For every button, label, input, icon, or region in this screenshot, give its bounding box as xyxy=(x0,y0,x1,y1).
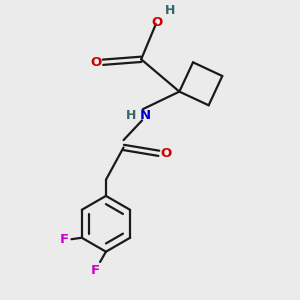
Text: H: H xyxy=(126,109,137,122)
Text: O: O xyxy=(90,56,101,69)
Text: F: F xyxy=(91,264,100,277)
Text: H: H xyxy=(165,4,176,17)
Text: F: F xyxy=(60,233,69,246)
Text: O: O xyxy=(160,147,172,160)
Text: O: O xyxy=(152,16,163,29)
Text: N: N xyxy=(140,109,151,122)
